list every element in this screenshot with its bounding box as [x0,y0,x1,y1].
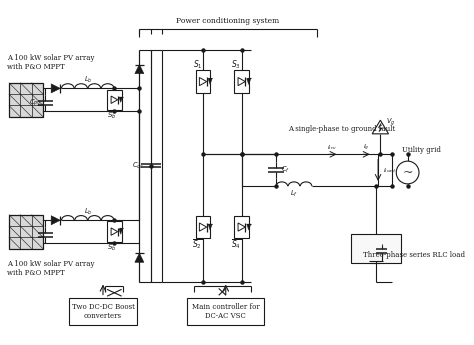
Text: Power conditioning system: Power conditioning system [176,17,280,25]
Polygon shape [135,253,144,262]
Bar [187,297,264,325]
Polygon shape [51,84,60,93]
Text: A 100 kW solar PV array
with P&O MPPT: A 100 kW solar PV array with P&O MPPT [7,54,94,71]
Polygon shape [119,97,123,102]
Text: A single-phase to ground fault: A single-phase to ground fault [288,125,395,133]
Polygon shape [208,79,212,85]
Polygon shape [208,224,212,230]
Text: Three-phase series RLC load: Three-phase series RLC load [364,252,465,259]
Polygon shape [135,65,144,73]
Text: $I_g$: $I_g$ [363,143,369,153]
Polygon shape [246,224,251,230]
Polygon shape [51,216,60,225]
Bar [107,221,122,242]
Text: $I_{load}$: $I_{load}$ [383,166,396,175]
Bar [9,215,43,249]
Bar [107,89,122,110]
Text: ~: ~ [402,166,413,179]
Polygon shape [246,79,251,85]
Text: $S_3$: $S_3$ [231,59,241,71]
Bar [196,70,210,93]
Bar [196,216,210,238]
Text: A 100 kW solar PV array
with P&O MPPT: A 100 kW solar PV array with P&O MPPT [7,260,94,277]
Bar [351,234,401,264]
Text: $V_g$: $V_g$ [386,117,395,128]
Text: Main controller for
DC-AC VSC: Main controller for DC-AC VSC [192,303,260,320]
Bar [235,70,249,93]
Text: $I_{inv}$: $I_{inv}$ [328,144,338,152]
Text: $L_f$: $L_f$ [290,189,298,199]
Text: $\overline{S_4}$: $\overline{S_4}$ [231,237,241,251]
Text: Two DC-DC Boost
converters: Two DC-DC Boost converters [72,303,135,320]
Text: $S_1$: $S_1$ [193,59,202,71]
Circle shape [396,161,419,184]
Text: $S_b$: $S_b$ [108,243,117,253]
Text: $C_{dc}$: $C_{dc}$ [132,160,144,171]
Bar [69,297,137,325]
Bar [9,83,43,117]
Text: $C_f$: $C_f$ [282,165,290,175]
Text: $C_{PV}$: $C_{PV}$ [29,98,42,108]
Polygon shape [119,229,123,234]
Text: $\overline{S_2}$: $\overline{S_2}$ [192,237,203,251]
Text: $S_b$: $S_b$ [108,111,117,121]
Text: $L_b$: $L_b$ [83,207,92,217]
Bar [235,216,249,238]
Text: $L_b$: $L_b$ [83,75,92,85]
Text: Utility grid: Utility grid [402,146,441,154]
